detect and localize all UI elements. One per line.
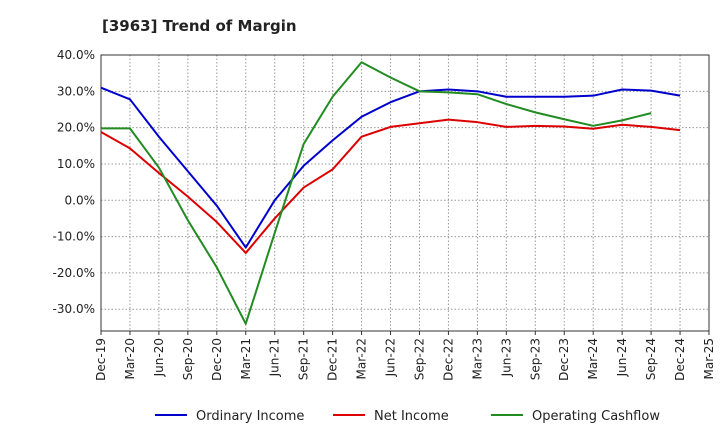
x-tick-label: Sep-22 xyxy=(412,338,426,380)
legend-label-ordinary-income: Ordinary Income xyxy=(196,409,304,424)
x-tick-label: Jun-22 xyxy=(384,338,398,377)
legend: Ordinary Income Net Income Operating Cashf… xyxy=(155,409,660,424)
series-line-ordinary-income xyxy=(100,86,681,249)
y-tick-label: 40.0% xyxy=(57,48,95,62)
x-tick-label: Sep-21 xyxy=(297,338,311,380)
x-tick-label: Sep-23 xyxy=(528,338,542,380)
series-line-net-income xyxy=(100,118,681,254)
x-tick-label: Jun-23 xyxy=(499,338,513,377)
y-axis-tick-labels: 40.0% 30.0% 20.0% 10.0% 0.0% -10.0% -20.0% -30.… xyxy=(53,48,95,316)
series-layer xyxy=(100,61,681,325)
y-tick-label: 10.0% xyxy=(57,157,95,171)
x-tick-label: Jun-20 xyxy=(152,338,166,377)
legend-label-operating-cashflow: Operating Cashflow xyxy=(532,409,660,424)
y-tick-label: 0.0% xyxy=(65,193,96,207)
x-axis-tick-labels: Dec-19 Mar-20 Jun-20 Sep-20 Dec-20 Mar-21 Jun-… xyxy=(94,338,716,381)
x-tick-label: Mar-22 xyxy=(355,338,369,379)
series-line-operating-cashflow xyxy=(101,61,652,325)
x-tick-label: Jun-21 xyxy=(268,338,282,377)
y-tick-label: -20.0% xyxy=(53,266,95,280)
x-tick-label: Mar-23 xyxy=(470,338,484,379)
y-tick-label: -30.0% xyxy=(53,302,95,316)
x-tick-label: Dec-21 xyxy=(326,338,340,381)
y-tick-label: 30.0% xyxy=(57,84,95,98)
x-tick-label: Dec-22 xyxy=(441,338,455,381)
y-tick-label: -10.0% xyxy=(53,230,95,244)
x-tick-label: Dec-23 xyxy=(557,338,571,381)
x-tick-label: Mar-25 xyxy=(702,338,716,379)
x-tick-label: Dec-20 xyxy=(210,338,224,381)
x-tick-label: Jun-24 xyxy=(615,338,629,377)
x-tick-label: Sep-24 xyxy=(644,338,658,380)
x-tick-label: Mar-20 xyxy=(123,338,137,379)
x-tick-label: Mar-21 xyxy=(239,338,253,379)
plot-frame xyxy=(100,54,710,332)
x-tick-label: Sep-20 xyxy=(181,338,195,380)
chart-title: [3963] Trend of Margin xyxy=(102,17,297,35)
grid-layer xyxy=(100,54,710,331)
x-tick-label: Mar-24 xyxy=(586,338,600,379)
y-tick-label: 20.0% xyxy=(57,121,95,135)
legend-label-net-income: Net Income xyxy=(374,409,449,424)
axis-layer xyxy=(100,54,710,335)
x-tick-label: Dec-19 xyxy=(94,338,108,381)
x-tick-label: Dec-24 xyxy=(673,338,687,381)
